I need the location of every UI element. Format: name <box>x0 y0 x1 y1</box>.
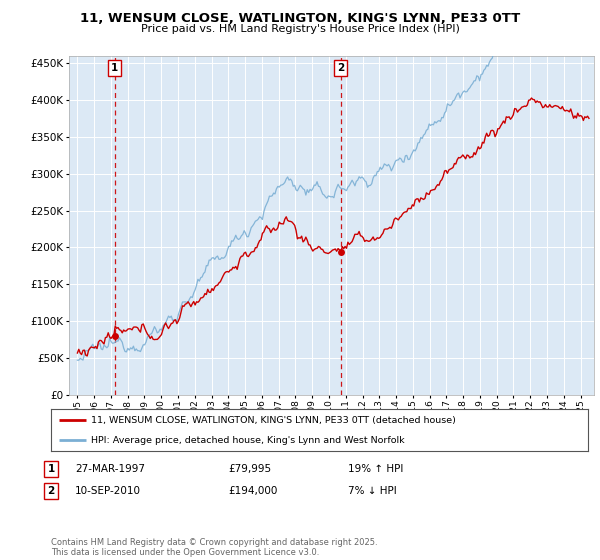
Text: 7% ↓ HPI: 7% ↓ HPI <box>348 486 397 496</box>
Text: Contains HM Land Registry data © Crown copyright and database right 2025.
This d: Contains HM Land Registry data © Crown c… <box>51 538 377 557</box>
Text: 10-SEP-2010: 10-SEP-2010 <box>75 486 141 496</box>
Text: 27-MAR-1997: 27-MAR-1997 <box>75 464 145 474</box>
Text: 2: 2 <box>337 63 344 73</box>
Text: 1: 1 <box>111 63 118 73</box>
Text: 11, WENSUM CLOSE, WATLINGTON, KING'S LYNN, PE33 0TT (detached house): 11, WENSUM CLOSE, WATLINGTON, KING'S LYN… <box>91 416 456 424</box>
Text: 2: 2 <box>47 486 55 496</box>
Text: HPI: Average price, detached house, King's Lynn and West Norfolk: HPI: Average price, detached house, King… <box>91 436 405 445</box>
Text: Price paid vs. HM Land Registry's House Price Index (HPI): Price paid vs. HM Land Registry's House … <box>140 24 460 34</box>
Text: 1: 1 <box>47 464 55 474</box>
Text: 19% ↑ HPI: 19% ↑ HPI <box>348 464 403 474</box>
Text: £194,000: £194,000 <box>228 486 277 496</box>
Text: £79,995: £79,995 <box>228 464 271 474</box>
Text: 11, WENSUM CLOSE, WATLINGTON, KING'S LYNN, PE33 0TT: 11, WENSUM CLOSE, WATLINGTON, KING'S LYN… <box>80 12 520 25</box>
